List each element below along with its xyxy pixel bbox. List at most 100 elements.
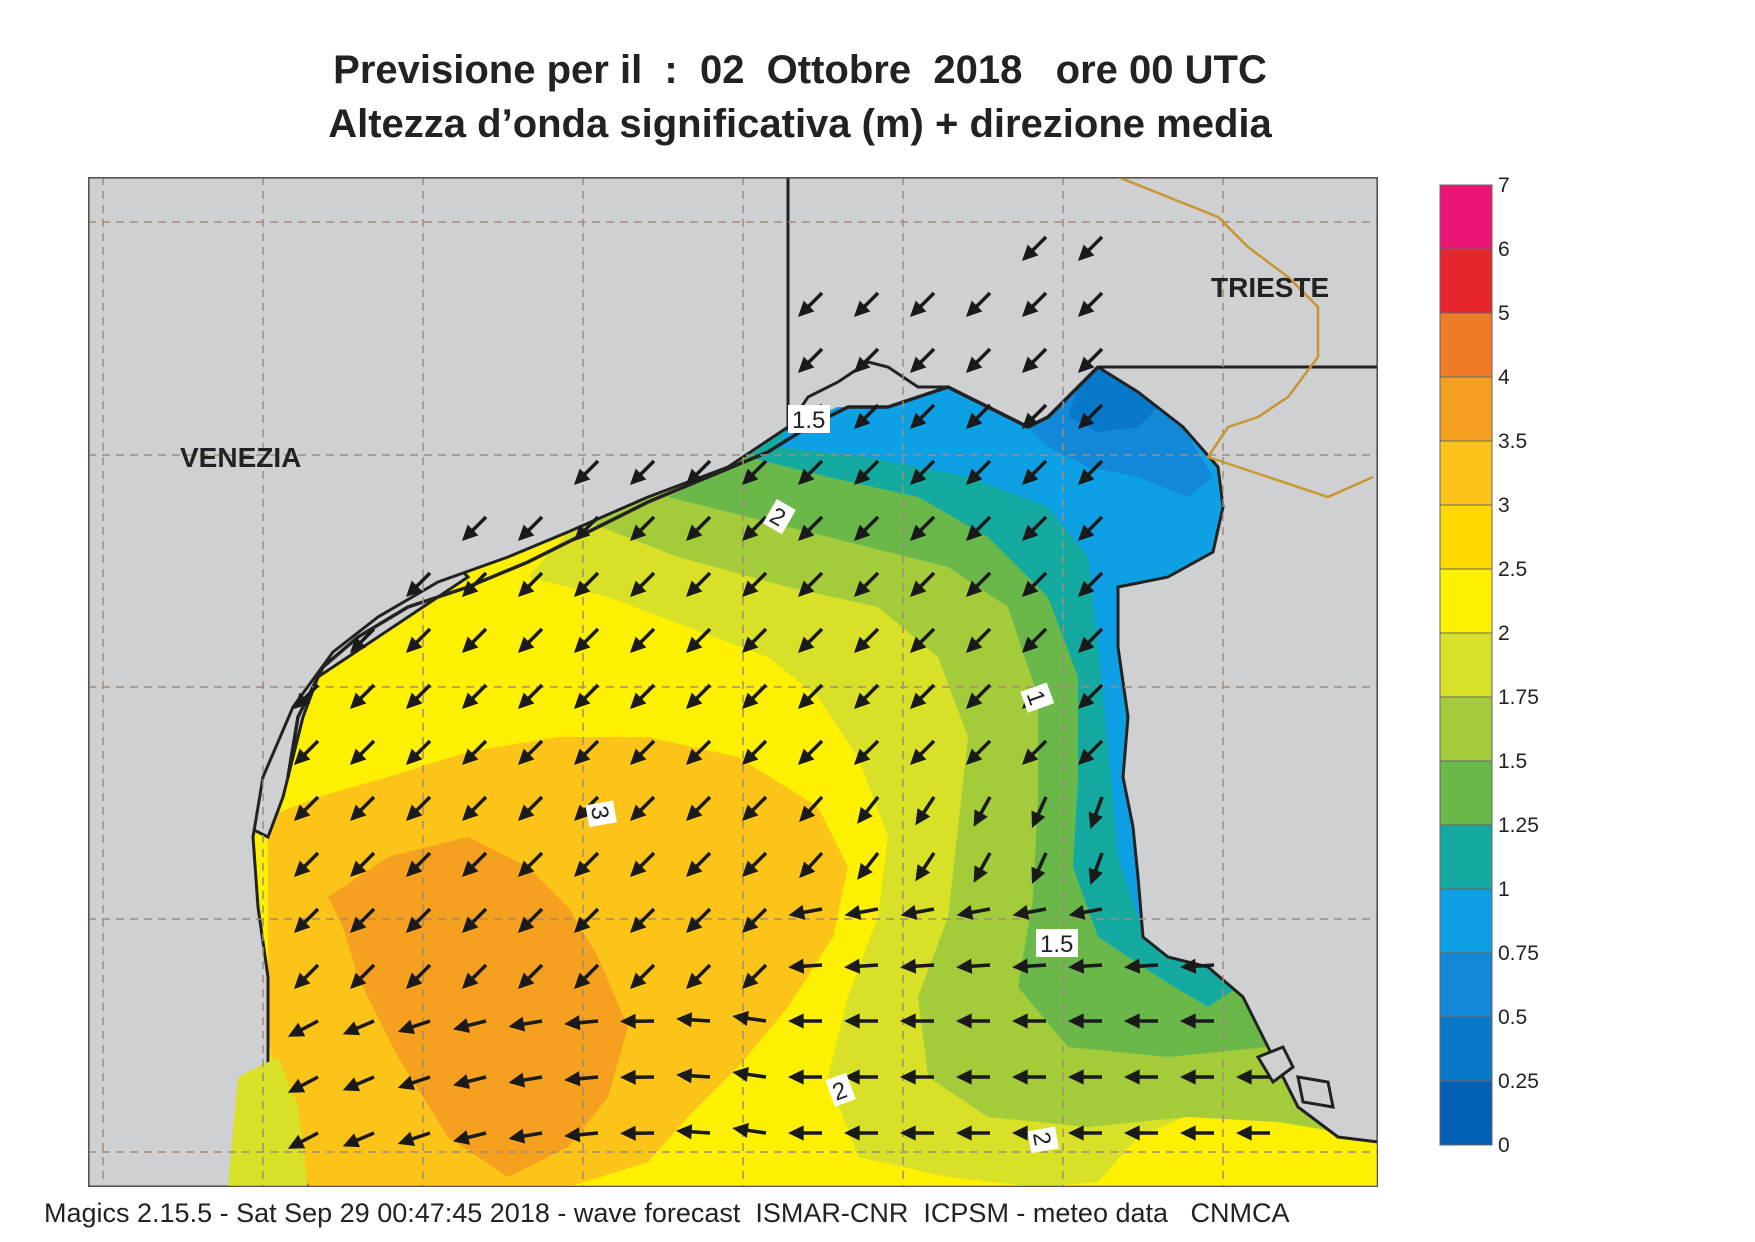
wave-arrow-head: [965, 524, 983, 542]
legend-tick-label: 3: [1498, 494, 1510, 517]
svg-text:1.5: 1.5: [792, 407, 825, 434]
wave-arrow-head: [909, 524, 927, 542]
contour-label: 1.5: [1036, 929, 1078, 958]
wave-arrow-head: [508, 1016, 526, 1032]
legend-swatch: [1439, 696, 1493, 762]
legend-tick-label: 6: [1498, 238, 1510, 261]
wave-arrow-head: [619, 1125, 636, 1141]
wave-arrow-head: [508, 1128, 526, 1144]
wave-arrow-head: [973, 865, 988, 883]
legend-swatch: [1439, 632, 1493, 698]
wave-arrow-head: [461, 748, 479, 766]
wave-arrow-head: [293, 916, 311, 934]
wave-arrow-head: [573, 804, 591, 822]
wave-arrow-head: [349, 860, 367, 878]
svg-text:3: 3: [585, 804, 614, 822]
wave-arrow-head: [899, 1125, 916, 1141]
wave-arrow-head: [629, 860, 647, 878]
wave-arrow-head: [629, 524, 647, 542]
wave-arrow-head: [741, 692, 759, 710]
legend-tick-label: 1: [1498, 878, 1510, 901]
island: [1255, 1045, 1295, 1085]
wave-arrow-head: [732, 1010, 749, 1026]
wave-arrow-head: [1235, 1125, 1252, 1141]
wave-arrow-head: [461, 972, 479, 990]
wave-arrow-head: [915, 864, 931, 882]
wave-arrow-head: [1031, 810, 1046, 828]
wave-arrow-head: [397, 1131, 416, 1147]
legend-tick-label: 3.5: [1498, 430, 1527, 453]
wave-arrow-head: [787, 1069, 804, 1085]
wave-arrow-head: [685, 972, 703, 990]
legend-swatch: [1439, 760, 1493, 826]
city-label-trieste: TRIESTE: [1211, 272, 1329, 303]
wave-arrow-head: [405, 804, 423, 822]
wave-arrow-head: [909, 356, 927, 374]
wave-arrow-head: [1088, 811, 1103, 829]
wave-arrow-head: [517, 860, 535, 878]
legend-swatch: [1439, 184, 1493, 250]
wave-arrow-head: [1077, 356, 1095, 374]
wave-arrow-head: [909, 412, 927, 430]
wave-arrow-head: [1077, 692, 1095, 710]
wave-arrow-head: [573, 748, 591, 766]
wave-arrow-head: [287, 1134, 306, 1149]
wave-height-map: 1.5 2 1 3 1.5 2 2 VENEZIA TRIESTE: [88, 177, 1378, 1187]
wave-arrow-head: [461, 524, 479, 542]
wave-arrow-head: [853, 524, 871, 542]
legend-swatch: [1439, 248, 1493, 314]
wave-arrow-head: [685, 748, 703, 766]
wave-arrow-head: [1235, 1069, 1252, 1085]
wave-arrow-head: [1021, 300, 1039, 318]
wave-arrow-head: [1012, 904, 1030, 920]
wave-arrow-head: [741, 524, 759, 542]
contour-label: 3: [585, 800, 617, 828]
wave-arrow-head: [1021, 748, 1039, 766]
wave-arrow-head: [1068, 904, 1086, 920]
wave-arrow-head: [1067, 1013, 1084, 1029]
wave-arrow-head: [915, 808, 931, 826]
wave-arrow-head: [799, 861, 816, 879]
wave-arrow-head: [685, 804, 703, 822]
wave-arrow-head: [1077, 468, 1095, 486]
map-subtitle: Altezza d’onda significativa (m) + direz…: [328, 102, 1272, 146]
wave-arrow-head: [293, 804, 311, 822]
po-delta-land-lower: [228, 1057, 308, 1187]
wave-arrow-head: [788, 904, 806, 920]
wave-arrow-head: [573, 916, 591, 934]
wave-arrow-head: [564, 1015, 581, 1031]
wave-arrow-head: [629, 580, 647, 598]
wave-arrow-head: [899, 1069, 916, 1085]
wave-arrow-head: [1021, 412, 1039, 430]
wave-arrow-head: [685, 468, 703, 486]
wave-arrow-head: [1011, 1013, 1028, 1029]
wave-arrow-head: [1067, 1125, 1084, 1141]
wave-arrow-head: [853, 636, 871, 654]
wave-arrow-head: [1179, 1125, 1196, 1141]
svg-text:2: 2: [1027, 1130, 1056, 1148]
wave-arrow-head: [573, 636, 591, 654]
wave-arrow-head: [508, 1072, 526, 1088]
wave-arrow-head: [1123, 1013, 1140, 1029]
wave-arrow-head: [965, 748, 983, 766]
wave-arrow-head: [741, 860, 759, 878]
wave-arrow-head: [629, 468, 647, 486]
wave-arrow-head: [900, 904, 918, 920]
wave-arrow-head: [1021, 356, 1039, 374]
legend-tick-label: 5: [1498, 302, 1510, 325]
wave-arrow-head: [797, 636, 815, 654]
wave-arrow-head: [741, 804, 759, 822]
wave-arrow-head: [453, 1018, 471, 1033]
wave-arrow-head: [517, 748, 535, 766]
legend-tick-label: 1.25: [1498, 814, 1539, 837]
wave-arrow-head: [685, 860, 703, 878]
wave-arrow-head: [293, 748, 311, 766]
legend-swatch: [1439, 504, 1493, 570]
wave-arrow-head: [853, 412, 871, 430]
wave-arrow-head: [797, 356, 815, 374]
wave-arrow-head: [1179, 1069, 1196, 1085]
wave-arrow-head: [857, 862, 873, 880]
wave-arrow-head: [1077, 412, 1095, 430]
wave-arrow-head: [405, 748, 423, 766]
wave-arrow-head: [732, 1122, 749, 1138]
